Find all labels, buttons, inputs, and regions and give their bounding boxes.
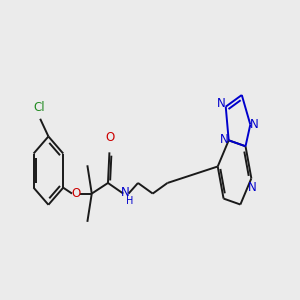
Text: N: N	[217, 97, 226, 110]
Text: Cl: Cl	[33, 101, 44, 114]
Text: N: N	[250, 118, 259, 131]
Text: N: N	[220, 133, 229, 146]
Text: O: O	[105, 131, 115, 144]
Text: N: N	[121, 186, 130, 199]
Text: H: H	[126, 196, 133, 206]
Text: N: N	[248, 181, 257, 194]
Text: O: O	[71, 187, 80, 200]
